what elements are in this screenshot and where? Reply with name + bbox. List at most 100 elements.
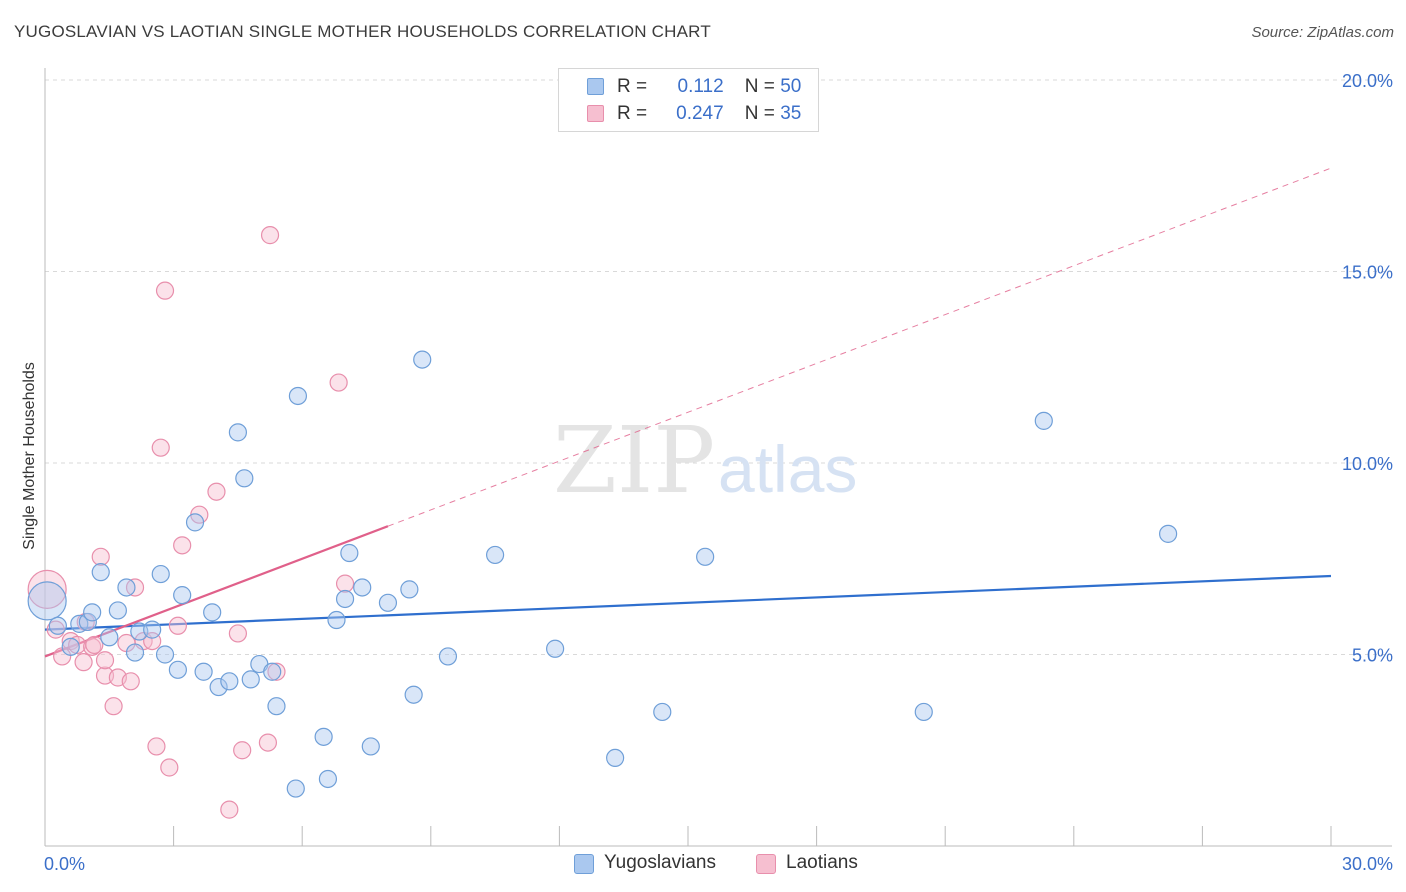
yugoslavians-point [155,645,175,664]
yugoslavians-point [378,593,398,612]
yugoslavians-point [353,578,372,597]
blue-swatch-icon [587,78,604,95]
yugoslavians-point [117,578,136,597]
laotians-point [228,624,247,643]
laotians-point [91,547,110,566]
laotians-point [233,741,252,760]
laotians-point [207,482,226,501]
legend-n-value: 35 [780,103,802,124]
yugoslavians-point [696,547,715,566]
legend-r-value: 0.247 [676,103,724,124]
watermark-atlas: atlas [718,432,857,506]
laotians-point [258,733,278,752]
laotians-point [160,758,179,777]
watermark: ZIP atlas [553,407,857,514]
legend-n-label: N = [744,103,775,124]
pink-swatch-icon [756,854,776,874]
laotians-point [121,672,140,691]
yugoslavians-point [235,469,254,488]
yugoslavians-point [914,702,933,722]
yugoslavians-points [27,350,1178,798]
yugoslavians-point [108,601,127,620]
yugoslavians-point [143,620,162,639]
y-tick-label: 20.0% [1342,71,1393,91]
laotians-point [220,800,239,819]
pink-swatch-icon [587,105,604,122]
yugoslavians-point [1034,411,1053,430]
laotians-point [173,536,192,555]
yugoslavians-point [267,697,286,716]
yugoslavians-point [361,737,380,756]
yugoslavians-point [486,545,505,565]
legend-r-value: 0.112 [677,76,724,97]
laotians-point [267,662,286,681]
yugoslavians-point [653,702,672,722]
yugoslavians-point [209,677,228,697]
yugoslavians-point [241,670,260,689]
bottom-legend-label: Yugoslavians [604,852,716,873]
yugoslavians-point [228,423,247,442]
y-axis-label: Single Mother Households [21,362,38,550]
yugoslavians-point [413,350,432,369]
laotians-point [104,697,123,716]
laotians-point [155,281,175,300]
trend-lines [44,167,1332,658]
laotians-point [95,651,115,670]
yugoslavians-point [220,672,239,691]
yugoslavians-point [78,612,97,632]
chart-title: YUGOSLAVIAN VS LAOTIAN SINGLE MOTHER HOU… [14,22,711,41]
yugoslavians-point [173,586,192,605]
x-tick-label: 30.0% [1342,854,1393,874]
yugoslavians-point [438,647,458,666]
laotians-point [85,635,104,655]
laotians-point [147,737,166,756]
yugoslavians-point [400,580,419,599]
yugoslavians-trend-line [44,574,1332,631]
yugoslavians-point [100,628,119,647]
yugoslavians-point [91,563,110,582]
yugoslavians-point [546,639,565,658]
yugoslavians-point [288,386,308,406]
x-tick-label: 0.0% [44,854,85,874]
yugoslavians-point [168,660,187,679]
legend-r-label: R = [617,76,648,97]
yugoslavians-point [48,616,67,635]
axes [44,68,1392,847]
yugoslavians-point [327,610,346,630]
yugoslavians-point [194,662,213,681]
y-tick-label: 15.0% [1342,263,1393,283]
yugoslavians-point [335,589,355,609]
laotians-point [260,226,280,245]
laotians-trend-extension [387,167,1332,527]
yugoslavians-point [203,603,222,622]
correlation-legend: R = 0.112 N = 50 R = 0.247 N = 35 [558,68,819,132]
grid-lines [45,79,1392,655]
yugoslavians-point [263,662,282,681]
yugoslavians-point [27,581,67,621]
laotians-point [329,373,348,392]
legend-n-label: N = [744,76,775,97]
tick-labels: 5.0% 10.0% 15.0% 20.0% 0.0% 30.0% [44,71,1393,874]
yugoslavians-point [61,637,80,656]
y-tick-label: 10.0% [1342,454,1393,474]
y-tick-label: 5.0% [1352,646,1393,666]
bottom-legend-label: Laotians [786,852,858,873]
yugoslavians-point [314,727,333,746]
yugoslavians-point [185,513,205,532]
yugoslavians-point [125,643,145,662]
laotians-point [74,653,93,672]
blue-swatch-icon [574,854,594,874]
laotians-point [27,569,67,609]
laotians-trend-line [44,525,389,658]
legend-n-value: 50 [780,76,802,97]
source-label: Source: ZipAtlas.com [1251,24,1394,41]
yugoslavians-point [286,779,305,798]
laotians-point [168,616,187,635]
yugoslavians-point [318,769,338,789]
legend-r-label: R = [617,103,648,124]
laotians-point [151,438,170,457]
laotians-point [335,574,355,593]
yugoslavians-point [404,685,423,704]
yugoslavians-point [340,543,359,563]
